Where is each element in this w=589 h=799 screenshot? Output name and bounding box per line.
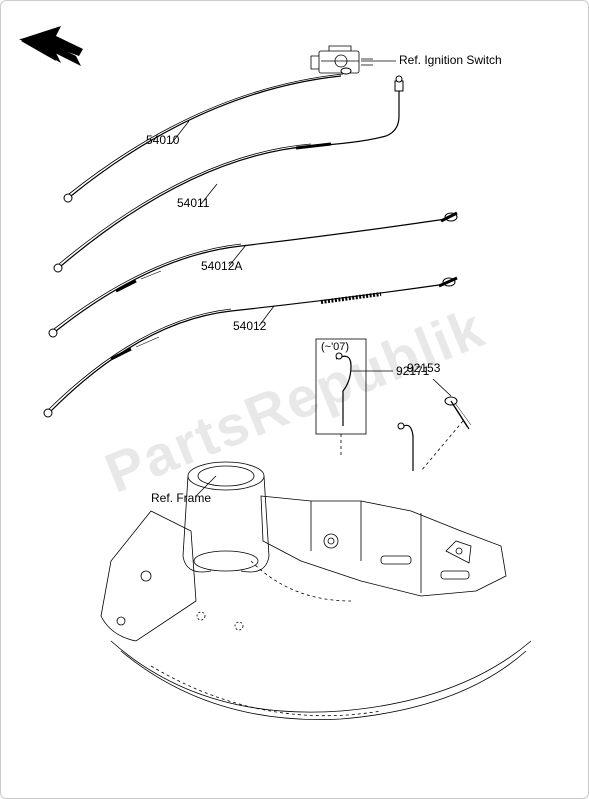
diagram-container: PartsRepublik <box>0 0 589 799</box>
callout-92171-note: (~'07) <box>321 341 349 353</box>
callout-54011: 54011 <box>177 196 209 210</box>
callout-54012A: 54012A <box>201 259 242 273</box>
parts-diagram-svg <box>1 1 589 799</box>
cable-54012 <box>44 278 457 417</box>
ref-ignition-switch-label: Ref. Ignition Switch <box>399 53 502 67</box>
cable-54010 <box>64 68 351 202</box>
bolt-92153 <box>445 397 471 429</box>
ref-frame-label: Ref. Frame <box>151 491 211 505</box>
cable-54011 <box>54 76 403 272</box>
direction-arrow-icon <box>19 26 83 66</box>
callout-92153: 92153 <box>407 361 440 375</box>
callout-54012: 54012 <box>233 319 266 333</box>
clamp-92171-box <box>316 339 366 434</box>
callout-54010: 54010 <box>146 133 179 147</box>
clamp-right <box>398 423 413 471</box>
